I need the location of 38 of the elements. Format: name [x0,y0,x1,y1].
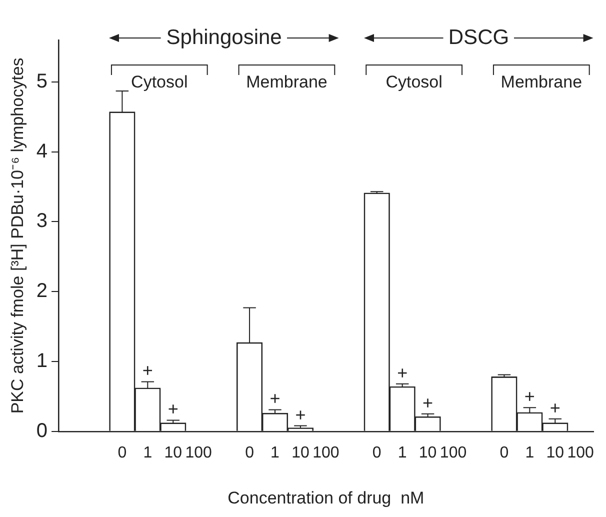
x-tick-label: 1 [270,444,280,462]
x-tick-label: 100 [440,444,467,462]
annotation: Membrane [500,72,582,92]
x-tick-label: 100 [567,444,594,462]
data-label: + [397,362,408,383]
x-tick-label: 1 [143,444,152,462]
y-tick-label: 4 [36,140,48,162]
y-tick-label: 5 [36,70,48,92]
y-tick-label: 0 [36,420,48,442]
x-tick-label: 10 [418,444,437,462]
y-tick-label: 1 [36,350,48,372]
x-tick-label: 10 [164,444,182,462]
x-tick-label: 0 [372,444,382,462]
x-tick-label: 10 [546,444,564,462]
y-tick-label: 2 [36,280,48,302]
data-label: + [142,360,153,381]
annotation: Sphingosine [166,26,282,49]
data-label: + [295,404,306,425]
x-tick-label: 10 [292,444,310,462]
y-tick-label: 3 [36,210,48,232]
annotation: DSCG [448,26,510,49]
data-label: + [168,399,178,420]
data-label: + [524,386,535,407]
x-tick-label: 1 [398,444,407,462]
data-label: + [422,392,434,413]
x-tick-label: 0 [500,444,509,462]
x-tick-label: 100 [312,444,340,462]
y-axis-title: PKC activity fmole [³H] PDBu·10⁻⁶ lymphocytes [8,58,27,414]
x-tick-label: 0 [118,444,127,462]
x-tick-label: 0 [245,444,254,462]
data-label: + [270,388,280,409]
x-tick-label: 1 [525,444,534,462]
x-axis-title: Concentration of drug nM [228,488,424,508]
annotation: Membrane [246,72,328,92]
annotation: Cytosol [386,72,442,92]
x-tick-label: 100 [185,444,212,462]
annotation: Cytosol [131,72,188,92]
data-label: + [550,398,560,418]
